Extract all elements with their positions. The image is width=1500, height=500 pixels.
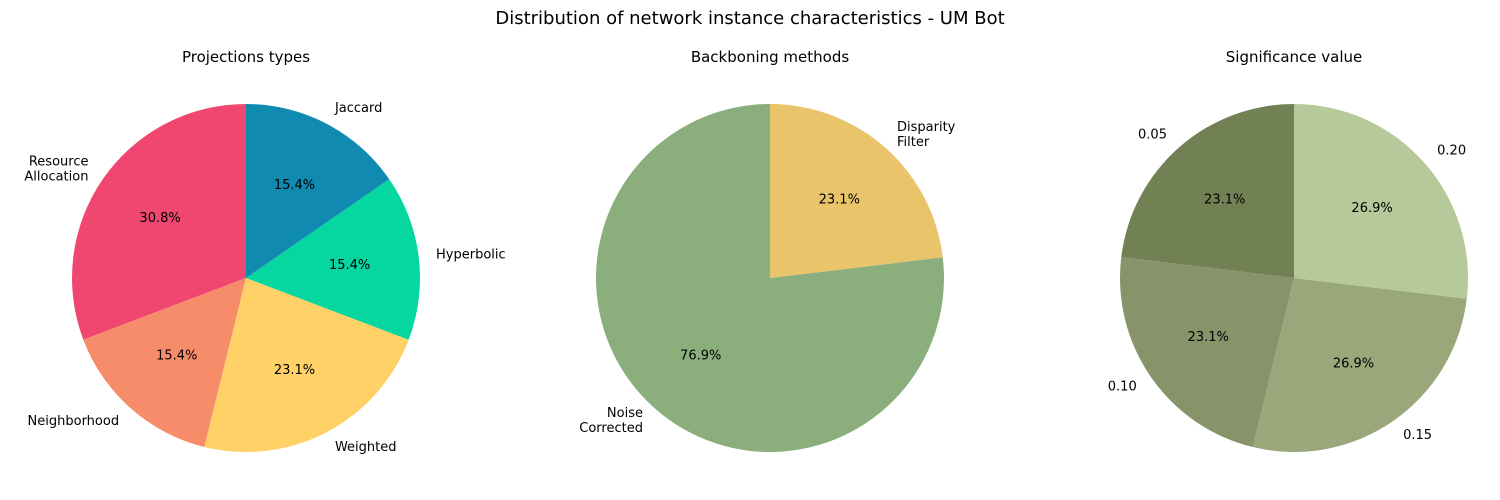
pie-title-backboning: Backboning methods xyxy=(691,48,850,66)
pie-slice-noise-corrected xyxy=(595,104,944,452)
pie-category-label-0-10: 0.10 xyxy=(1108,380,1137,395)
pie-category-label-weighted: Weighted xyxy=(335,440,397,455)
pie-backboning-methods: Backboning methods 76.9% Noise Corrected 23… xyxy=(579,48,956,452)
pie-category-label-noise-corrected: Noise Corrected xyxy=(579,406,643,436)
pie-pct-label-hyperbolic: 15.4% xyxy=(329,258,370,273)
pie-category-label-0-15: 0.15 xyxy=(1403,428,1432,443)
pie-slice-0-10 xyxy=(1120,257,1294,448)
pie-pct-label-jaccard: 15.4% xyxy=(274,178,315,193)
pie-projections-types: Projections types 30.8% Resource Allocatio… xyxy=(24,48,505,455)
pie-pct-label-0-10: 23.1% xyxy=(1188,330,1229,345)
pie-title-significance: Significance value xyxy=(1226,48,1363,66)
pie-pct-label-0-05: 23.1% xyxy=(1204,192,1245,207)
pie-slices-backboning: 76.9% Noise Corrected 23.1% Disparity Filter xyxy=(579,103,956,452)
pie-pct-label-0-20: 26.9% xyxy=(1351,201,1392,216)
pie-slice-disparity-filter xyxy=(770,103,943,278)
pie-slice-jaccard xyxy=(246,104,390,278)
pie-category-label-hyperbolic: Hyperbolic xyxy=(436,247,506,262)
pie-slices-significance: 23.1% 0.05 23.1% 0.10 26.9% 0.15 26.9% 0.20 xyxy=(1108,104,1468,452)
pie-slice-hyperbolic xyxy=(246,179,420,340)
pie-category-label-0-05: 0.05 xyxy=(1138,127,1167,142)
pie-pct-label-resource-allocation: 30.8% xyxy=(139,211,180,226)
pie-category-label-neighborhood: Neighborhood xyxy=(28,414,120,429)
pie-slice-0-05 xyxy=(1121,104,1294,278)
pie-pct-label-noise-corrected: 76.9% xyxy=(680,349,721,364)
pie-pct-label-neighborhood: 15.4% xyxy=(156,349,197,364)
pie-slice-neighborhood xyxy=(83,278,246,447)
pie-slice-0-15 xyxy=(1252,278,1467,452)
pie-category-label-0-20: 0.20 xyxy=(1437,143,1466,158)
pie-pct-label-0-15: 26.9% xyxy=(1333,356,1374,371)
pie-significance-value: Significance value 23.1% 0.05 23.1% 0.10 26.… xyxy=(1108,48,1468,452)
pie-slice-0-20 xyxy=(1294,104,1468,299)
pie-pct-label-disparity-filter: 23.1% xyxy=(819,192,860,207)
pie-category-label-resource-allocation: Resource Allocation xyxy=(24,154,88,184)
pie-title-projections: Projections types xyxy=(182,48,310,66)
pie-category-label-jaccard: Jaccard xyxy=(334,101,382,116)
pie-slices-projections: 30.8% Resource Allocation 15.4% Neighborhood… xyxy=(24,101,505,455)
pie-slice-resource-allocation xyxy=(72,104,247,340)
figure-title: Distribution of network instance charact… xyxy=(495,8,1004,29)
pie-category-label-disparity-filter: Disparity Filter xyxy=(897,120,956,150)
pie-slice-weighted xyxy=(204,278,409,452)
pie-pct-label-weighted: 23.1% xyxy=(274,363,315,378)
